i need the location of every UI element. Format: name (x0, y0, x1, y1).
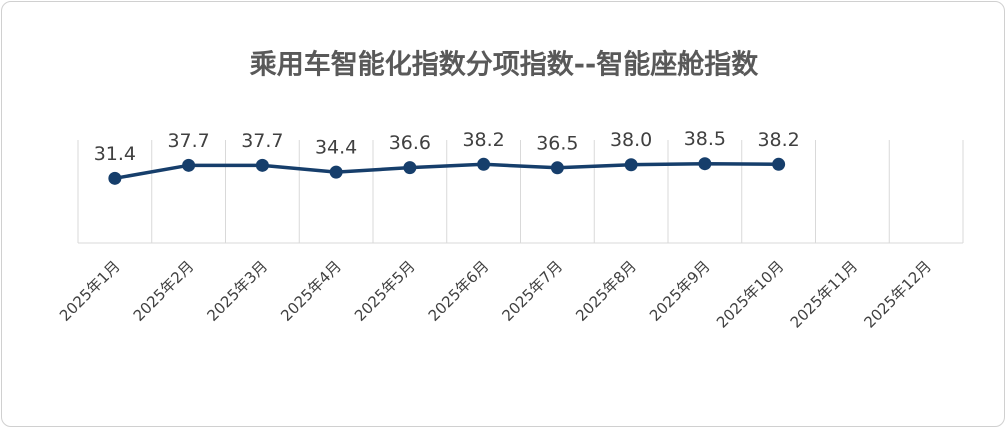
data-label: 38.5 (684, 128, 726, 150)
data-line (114, 161, 779, 181)
data-point (182, 158, 196, 172)
data-label: 38.0 (610, 129, 652, 151)
x-tick-label: 2025年1月 (56, 257, 124, 325)
x-tick-label: 2025年6月 (425, 257, 493, 325)
x-tick-label: 2025年7月 (499, 257, 567, 325)
data-point (403, 161, 417, 175)
x-tick-label: 2025年8月 (572, 257, 640, 325)
data-label: 31.4 (94, 143, 136, 165)
x-tick-label: 2025年12月 (861, 257, 935, 331)
data-point (329, 165, 343, 179)
data-point (108, 171, 122, 185)
data-label: 37.7 (241, 130, 283, 152)
x-tick-label: 2025年5月 (351, 257, 419, 325)
data-point (550, 161, 564, 175)
data-point (698, 157, 712, 171)
chart-title: 乘用车智能化指数分项指数--智能座舱指数 (249, 49, 759, 81)
data-label: 38.2 (462, 129, 504, 151)
x-tick-label: 2025年11月 (787, 257, 861, 331)
data-point (772, 157, 786, 171)
data-point (624, 158, 638, 172)
data-label: 38.2 (757, 129, 799, 151)
data-label: 34.4 (315, 137, 357, 159)
x-tick-label: 2025年10月 (713, 257, 787, 331)
data-point (255, 158, 269, 172)
data-label: 37.7 (167, 130, 209, 152)
x-tick-label: 2025年4月 (277, 257, 345, 325)
x-tick-label: 2025年3月 (204, 257, 272, 325)
x-tick-label: 2025年2月 (130, 257, 198, 325)
data-label: 36.6 (389, 132, 431, 154)
data-label: 36.5 (536, 132, 578, 154)
data-point (477, 157, 491, 171)
x-tick-label: 2025年9月 (646, 257, 714, 325)
